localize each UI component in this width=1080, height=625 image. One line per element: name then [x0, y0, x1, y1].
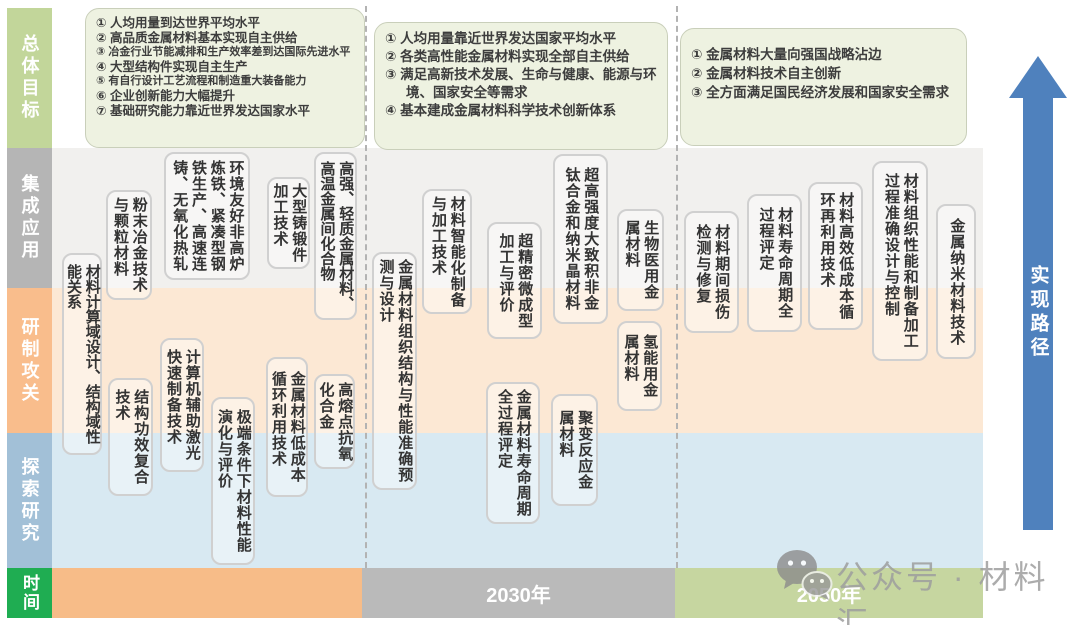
tech-box-powder-metallurgy: 粉末冶金技术 与颗粒材料	[106, 190, 152, 300]
goal-item: ③ 满足高新技术发展、生命与健康、能源与环境、国家安全等需求	[385, 67, 657, 101]
tech-box-ultra-high-strength-materials: 超高强度大致积非金 钛合金和纳米晶材料	[553, 154, 608, 324]
tech-box-label: 环境友好非高炉 炼铁、紧凑型钢 铁生产、高速连 铸、无氧化热轧	[171, 160, 245, 272]
tech-box-green-ironmaking: 环境友好非高炉 炼铁、紧凑型钢 铁生产、高速连 铸、无氧化热轧	[164, 152, 250, 280]
tech-box-label: 超高强度大致积非金 钛合金和纳米晶材料	[563, 167, 600, 311]
goal-item: ⑦ 基础研究能力靠近世界发达国家水平	[96, 103, 311, 118]
goal-item: ② 高品质金属材料基本实现自主供给	[96, 31, 298, 45]
tech-box-label: 生物医用金 属材料	[623, 220, 660, 300]
goal-item: ② 各类高性能金属材料实现全部自主供给	[385, 49, 630, 65]
goal-item: ④ 基本建成金属材料科学技术创新体系	[385, 103, 617, 119]
tech-box-label: 结构功效复合 技术	[113, 389, 150, 485]
goal-box-long-term-targets: ① 金属材料大量向强国战略沾边 ② 金属材料技术自主创新 ③ 全方面满足国民经济…	[680, 28, 967, 146]
tech-box-extreme-condition-evolution: 极端条件下材料性能 演化与评价	[211, 397, 255, 565]
sidebar-label: 研制攻关	[19, 316, 40, 405]
tech-box-structure-function-composite: 结构功效复合 技术	[108, 378, 153, 496]
goal-box-2050-targets: ① 人均用量靠近世界发达国家平均水平 ② 各类高性能金属材料实现全部自主供给 ③…	[374, 22, 668, 150]
wechat-icon	[776, 549, 836, 606]
timeline-segment-2030: 2030年	[362, 568, 675, 618]
tech-box-label: 材料智能化制备 与加工技术	[430, 195, 466, 308]
tech-box-label: 金属材料寿命周期 全过程评定	[496, 389, 532, 517]
sidebar-item-exploratory-research: 探索研究	[7, 433, 52, 568]
goal-item: ② 金属材料技术自主创新	[691, 66, 842, 82]
goal-item: ① 人均用量靠近世界发达国家平均水平	[385, 31, 617, 46]
tech-box-label: 材料计算域设计、结构域性 能关系	[65, 264, 101, 444]
dashed-divider	[365, 6, 367, 568]
sidebar-label: 总体目标	[19, 34, 40, 122]
implementation-path-label: 实现路径	[1027, 265, 1049, 361]
band-exploratory-research	[52, 433, 983, 568]
band-development-research	[52, 288, 983, 433]
tech-box-high-melting-alloy: 高熔点抗氧 化合金	[314, 374, 355, 469]
tech-box-large-castings-processing: 大型铸锻件 加工技术	[267, 177, 310, 269]
goal-item: ④ 大型结构件实现自主生产	[96, 59, 248, 74]
dashed-divider	[676, 6, 678, 568]
up-arrow-icon	[1009, 56, 1067, 98]
goal-box-2030-targets: ① 人均用量到达世界平均水平 ② 高品质金属材料基本实现自主供给 ③ 冶金行业节…	[85, 8, 365, 148]
sidebar-item-overall-goals: 总体目标	[7, 8, 52, 148]
tech-box-hydrogen-metals: 氢能用金 属材料	[617, 321, 662, 411]
tech-box-label: 大型铸锻件 加工技术	[271, 183, 308, 263]
sidebar-label: 时间	[20, 574, 39, 612]
tech-box-label: 计算机辅助激光 快速制备技术	[165, 349, 201, 461]
tech-box-efficient-recycling: 材料高效低成本循 环再利用技术	[808, 182, 863, 330]
timeline-segment-near-term	[52, 568, 362, 618]
goal-item: ① 人均用量到达世界平均水平	[96, 16, 261, 30]
tech-box-label: 金属材料组织结构与性能准确预 测与设计	[377, 259, 414, 483]
tech-box-label: 极端条件下材料性能 演化与评价	[216, 409, 252, 553]
timeline-label: 2030年	[486, 584, 551, 607]
goal-item: ⑥ 企业创新能力大幅提升	[96, 88, 236, 103]
watermark-text: 公众号 · 材料汇	[836, 559, 1049, 625]
goal-item: ③ 冶金行业节能减排和生产效率差到达国际先进水平	[96, 46, 351, 58]
tech-box-label: 粉末冶金技术 与颗粒材料	[112, 197, 148, 293]
tech-box-intelligent-manufacturing: 材料智能化制备 与加工技术	[422, 189, 472, 314]
tech-box-material-lifecycle-evaluation: 材料寿命周期全 过程评定	[747, 194, 802, 332]
tech-box-process-accurate-control: 材料组织性能和制备加工 过程准确设计与控制	[872, 161, 928, 361]
sidebar-item-development-research: 研制攻关	[7, 288, 52, 433]
sidebar-label: 集成应用	[19, 174, 40, 262]
tech-box-metal-lifecycle-evaluation: 金属材料寿命周期 全过程评定	[486, 382, 540, 524]
tech-box-metal-nano-technology: 金属纳米材料技术	[936, 204, 976, 359]
tech-box-label: 高熔点抗氧 化合金	[317, 381, 354, 462]
band-integrated-application	[52, 148, 983, 288]
tech-box-damage-detection-repair: 材料期间损伤 检测与修复	[684, 211, 739, 333]
sidebar-item-time: 时间	[7, 568, 52, 618]
tech-box-label: 高强、轻质金属材料、 高温金属间化合物	[318, 161, 355, 311]
goal-item: ① 金属材料大量向强国战略沾边	[691, 47, 882, 62]
tech-box-label: 材料高效低成本循 环再利用技术	[818, 192, 855, 320]
tech-box-biomedical-metals: 生物医用金 属材料	[617, 209, 664, 311]
tech-box-microstructure-prediction: 金属材料组织结构与性能准确预 测与设计	[372, 252, 417, 490]
tech-box-label: 金属纳米材料技术	[948, 217, 966, 346]
tech-box-label: 聚变反应金 属材料	[557, 410, 594, 490]
tech-box-low-cost-recycling: 金属材料低成本 循环利用技术	[266, 357, 308, 497]
tech-box-label: 超精密微成型 加工与评价	[497, 232, 534, 329]
sidebar-label: 探索研究	[19, 456, 40, 545]
tech-box-computational-design: 材料计算域设计、结构域性 能关系	[62, 253, 102, 455]
goal-item: ⑤ 有自行设计工艺流程和制造重大装备能力	[96, 74, 307, 87]
tech-box-label: 氢能用金 属材料	[622, 334, 659, 398]
tech-box-fusion-reactor-materials: 聚变反应金 属材料	[551, 394, 598, 506]
goal-item: ③ 全方面满足国民经济发展和国家安全需求	[691, 85, 950, 101]
tech-box-precision-micro-forming: 超精密微成型 加工与评价	[487, 222, 542, 339]
tech-box-label: 金属材料低成本 循环利用技术	[270, 371, 306, 483]
tech-box-label: 材料期间损伤 检测与修复	[694, 224, 731, 320]
implementation-path-arrow: 实现路径	[1023, 96, 1053, 530]
tech-box-label: 材料组织性能和制备加工 过程准确设计与控制	[883, 173, 919, 349]
tech-box-lightweight-alloys: 高强、轻质金属材料、 高温金属间化合物	[314, 152, 357, 320]
sidebar-item-integrated-application: 集成应用	[7, 148, 52, 288]
tech-box-label: 材料寿命周期全 过程评定	[757, 207, 794, 319]
tech-box-laser-rapid-prototyping: 计算机辅助激光 快速制备技术	[160, 338, 204, 472]
